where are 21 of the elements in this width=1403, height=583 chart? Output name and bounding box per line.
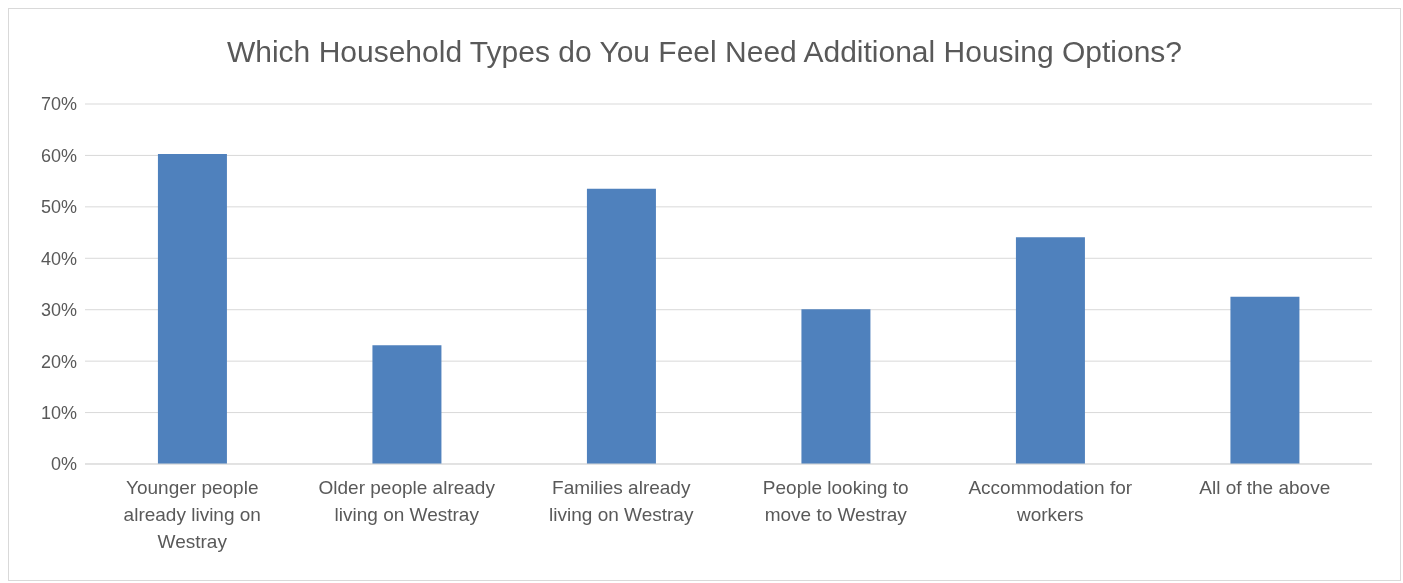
y-tick-label: 0% — [50, 454, 77, 475]
bar — [157, 153, 227, 464]
x-tick-label: All of the above — [1199, 477, 1331, 498]
x-tick-label: Accommodation for workers — [968, 477, 1133, 525]
x-tick-label: Younger people already living on Westray — [123, 477, 261, 552]
y-tick-label: 10% — [40, 402, 77, 423]
bar — [1015, 237, 1085, 464]
bar — [801, 309, 871, 464]
y-tick-label: 50% — [40, 197, 77, 218]
x-tick-label: Families already living on Westray — [549, 477, 694, 525]
y-tick-label: 30% — [40, 300, 77, 321]
y-tick-label: 60% — [40, 145, 77, 166]
y-tick-label: 20% — [40, 351, 77, 372]
y-tick-label: 70% — [40, 94, 77, 115]
x-tick-label: People looking to move to Westray — [762, 477, 909, 525]
bar — [372, 345, 442, 464]
chart-title: Which Household Types do You Feel Need Additional Housing Options? — [225, 33, 1184, 70]
bar — [1230, 296, 1300, 464]
x-tick-label: Older people already living on Westray — [318, 477, 496, 525]
bar — [586, 188, 656, 464]
y-tick-label: 40% — [40, 248, 77, 269]
